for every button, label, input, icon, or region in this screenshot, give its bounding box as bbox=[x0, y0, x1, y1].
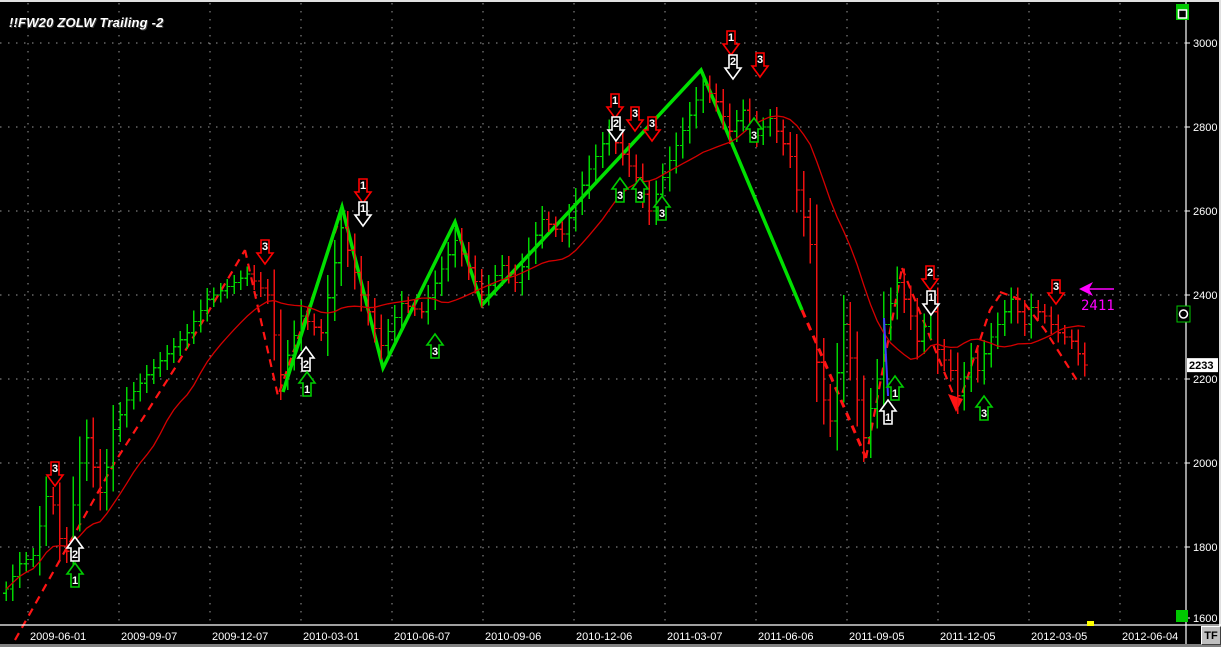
signal-marker-down-white: 2 bbox=[723, 54, 743, 81]
svg-text:3: 3 bbox=[617, 190, 623, 202]
svg-text:2: 2 bbox=[613, 118, 619, 130]
target-price-label: 2411 bbox=[1081, 298, 1115, 314]
x-axis-label: 2009-09-07 bbox=[121, 631, 177, 643]
svg-text:1: 1 bbox=[360, 180, 366, 192]
y-axis-label: 2000 bbox=[1193, 458, 1217, 470]
svg-text:1: 1 bbox=[892, 388, 898, 400]
signal-marker-up-white: 2 bbox=[65, 535, 85, 562]
signal-marker-down-red: 3 bbox=[45, 461, 65, 488]
signal-marker-up-white: 1 bbox=[878, 398, 898, 425]
x-axis-label: 2011-03-07 bbox=[667, 631, 722, 643]
signal-marker-down-red: 3 bbox=[1046, 279, 1066, 306]
signal-marker-up-green: 3 bbox=[610, 176, 630, 203]
trailing-stop-arrowhead bbox=[948, 394, 963, 412]
signal-marker-down-white: 2 bbox=[606, 116, 626, 143]
zigzag-trend-line bbox=[281, 66, 804, 393]
svg-text:3: 3 bbox=[659, 208, 665, 220]
x-axis-label: 2009-12-07 bbox=[212, 631, 268, 643]
signal-marker-down-red: 2 bbox=[920, 265, 940, 292]
svg-text:2: 2 bbox=[303, 359, 309, 371]
svg-text:1: 1 bbox=[885, 412, 891, 424]
trailing-stop-line bbox=[14, 211, 1079, 641]
chart-edge-widgets bbox=[1087, 4, 1191, 626]
target-price-annotation: 2411 bbox=[1079, 282, 1115, 314]
y-axis-label: 2400 bbox=[1193, 290, 1217, 302]
signal-marker-down-white: 1 bbox=[353, 201, 373, 228]
y-axis-label: 2600 bbox=[1193, 206, 1217, 218]
signal-marker-up-green: 1 bbox=[885, 374, 905, 401]
signal-marker-up-green: 3 bbox=[425, 332, 445, 359]
svg-text:3: 3 bbox=[637, 190, 643, 202]
x-axis-label: 2010-12-06 bbox=[576, 631, 632, 643]
x-axis-label: 2012-06-04 bbox=[1122, 631, 1178, 643]
y-axis-label: 1600 bbox=[1193, 613, 1217, 625]
signal-marker-up-green: 1 bbox=[297, 370, 317, 397]
svg-text:3: 3 bbox=[751, 130, 757, 142]
svg-text:2: 2 bbox=[730, 56, 736, 68]
price-bars bbox=[3, 71, 1088, 601]
signal-marker-down-red: 1 bbox=[605, 93, 625, 120]
signal-marker-down-red: 3 bbox=[750, 52, 770, 79]
last-price-value: 2233 bbox=[1189, 360, 1213, 372]
x-axis-label: 2011-12-05 bbox=[940, 631, 995, 643]
svg-text:2: 2 bbox=[927, 267, 933, 279]
signal-marker-down-red: 1 bbox=[353, 178, 373, 205]
y-axis-label: 2200 bbox=[1193, 374, 1217, 386]
last-bar-axis-tick bbox=[1087, 621, 1094, 626]
svg-text:3: 3 bbox=[649, 118, 655, 130]
svg-text:1: 1 bbox=[928, 292, 934, 304]
x-axis-label: 2010-03-01 bbox=[303, 631, 359, 643]
x-axis-label: 2011-09-05 bbox=[849, 631, 904, 643]
signal-marker-up-green: 3 bbox=[974, 394, 994, 421]
time-axis: 2009-06-01 2009-09-07 2009-12-07 2010-03-01… bbox=[30, 631, 1178, 643]
moving-average-line bbox=[5, 115, 1085, 590]
y-axis-label: 2800 bbox=[1193, 122, 1217, 134]
x-axis-label: 2010-06-07 bbox=[394, 631, 450, 643]
svg-text:1: 1 bbox=[304, 384, 310, 396]
svg-text:1: 1 bbox=[728, 32, 734, 44]
x-axis-label: 2009-06-01 bbox=[30, 631, 86, 643]
svg-text:3: 3 bbox=[432, 346, 438, 358]
grid bbox=[0, 3, 1186, 625]
signal-marker-down-white: 1 bbox=[921, 290, 941, 317]
svg-text:3: 3 bbox=[1053, 281, 1059, 293]
signal-marker-up-green: 3 bbox=[744, 116, 764, 143]
signal-marker-up-green: 3 bbox=[630, 176, 650, 203]
svg-text:3: 3 bbox=[632, 108, 638, 120]
svg-text:3: 3 bbox=[757, 54, 763, 66]
y-axis-label: 3000 bbox=[1193, 38, 1217, 50]
x-axis-label: 2011-06-06 bbox=[758, 631, 813, 643]
bottom-right-handle[interactable] bbox=[1176, 610, 1188, 622]
svg-text:1: 1 bbox=[612, 95, 618, 107]
svg-text:1: 1 bbox=[360, 203, 366, 215]
svg-text:3: 3 bbox=[981, 408, 987, 420]
signal-marker-up-green: 3 bbox=[652, 194, 672, 221]
timeframe-button[interactable]: TF bbox=[1201, 626, 1221, 645]
signal-marker-up-green: 1 bbox=[65, 561, 85, 588]
signal-marker-up-white: 2 bbox=[296, 345, 316, 372]
signal-marker-down-red: 3 bbox=[255, 239, 275, 266]
svg-text:3: 3 bbox=[52, 463, 58, 475]
signal-marker-down-red: 3 bbox=[642, 116, 662, 143]
right-edge-circle-marker bbox=[1178, 309, 1189, 319]
signal-marker-down-red: 1 bbox=[721, 30, 741, 57]
svg-text:3: 3 bbox=[262, 241, 268, 253]
price-axis: 3000 2800 2600 2400 2200 2000 1800 1600 2233 bbox=[1186, 38, 1218, 625]
y-axis-label: 1800 bbox=[1193, 542, 1217, 554]
svg-text:2: 2 bbox=[72, 549, 78, 561]
x-axis-label: 2012-03-05 bbox=[1031, 631, 1087, 643]
signal-marker-down-red: 3 bbox=[625, 106, 645, 133]
x-axis-label: 2010-09-06 bbox=[485, 631, 541, 643]
svg-text:1: 1 bbox=[72, 575, 78, 587]
chart-title: !!FW20 ZOLW Trailing -2 bbox=[9, 15, 164, 30]
last-price-tag bbox=[1187, 358, 1218, 373]
blue-signal-line bbox=[883, 317, 889, 397]
